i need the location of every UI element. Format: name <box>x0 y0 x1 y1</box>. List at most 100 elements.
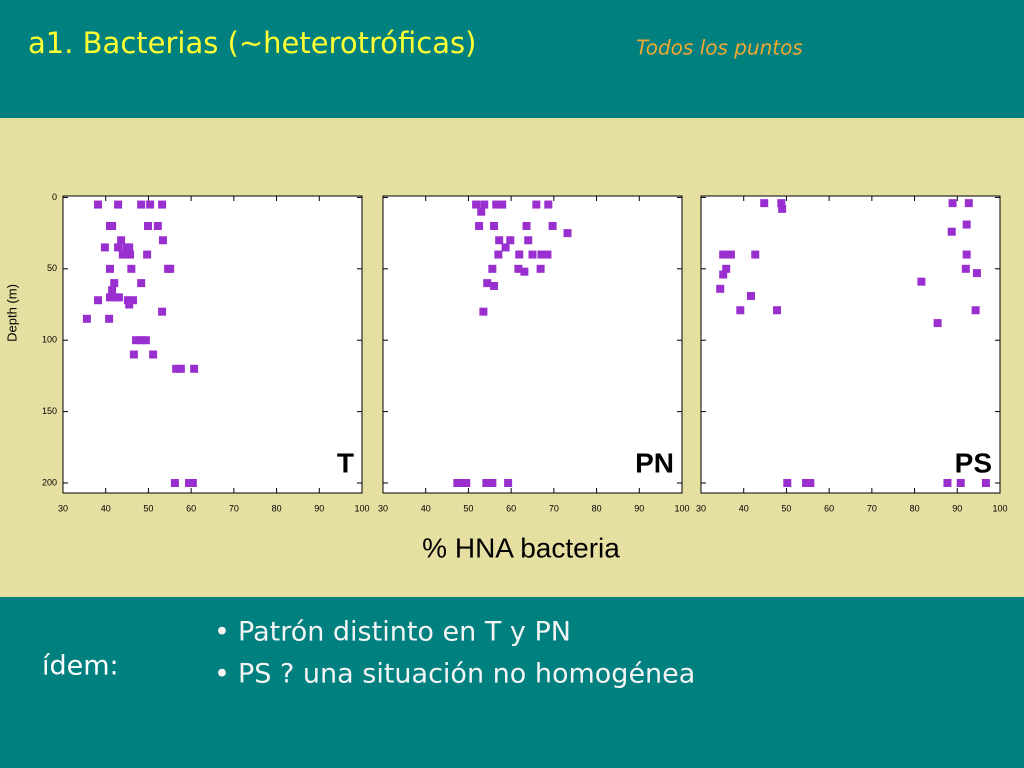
point <box>127 264 136 273</box>
point <box>494 250 503 259</box>
point <box>105 264 114 273</box>
point <box>172 364 181 373</box>
point <box>141 336 150 345</box>
point <box>962 250 971 259</box>
x-tick-label: 80 <box>910 503 920 513</box>
bullet-dot: • <box>214 659 230 690</box>
point <box>190 364 199 373</box>
point <box>475 221 484 230</box>
point <box>125 300 134 309</box>
x-tick-label: 70 <box>867 503 877 513</box>
x-tick-label: 40 <box>421 503 431 513</box>
y-tick-label: 100 <box>42 335 57 345</box>
x-tick-label: 30 <box>696 503 706 513</box>
x-tick-label: 90 <box>634 503 644 513</box>
x-tick-label: 30 <box>378 503 388 513</box>
point <box>726 250 735 259</box>
point <box>528 250 537 259</box>
point <box>802 479 811 488</box>
point <box>948 199 957 208</box>
x-tick-label: 60 <box>824 503 834 513</box>
point <box>716 284 725 293</box>
point <box>515 250 524 259</box>
point <box>495 236 504 245</box>
point <box>123 296 132 305</box>
point <box>129 296 138 305</box>
x-tick-label: 50 <box>143 503 153 513</box>
point <box>153 221 162 230</box>
top-band <box>0 0 1024 118</box>
x-tick-label: 40 <box>739 503 749 513</box>
panel-title: PN <box>635 447 674 478</box>
point <box>543 250 552 259</box>
panel-title: PS <box>955 447 992 478</box>
point <box>114 200 123 209</box>
point <box>490 221 499 230</box>
point <box>117 236 126 245</box>
point <box>143 250 152 259</box>
y-tick-label: 0 <box>52 192 57 202</box>
point <box>806 479 815 488</box>
point <box>105 293 114 302</box>
point <box>736 306 745 315</box>
bullet: Patrón distinto en T y PN <box>238 617 571 648</box>
point <box>778 204 787 213</box>
point <box>94 200 103 209</box>
x-tick-label: 70 <box>549 503 559 513</box>
bottom-band <box>0 597 1024 768</box>
point <box>563 229 572 238</box>
point <box>453 479 462 488</box>
point <box>118 250 127 259</box>
point <box>105 314 114 323</box>
point <box>490 281 499 290</box>
y-tick-label: 200 <box>42 477 57 487</box>
x-tick-label: 40 <box>101 503 111 513</box>
point <box>917 277 926 286</box>
point <box>746 291 755 300</box>
point <box>524 236 533 245</box>
point <box>972 269 981 278</box>
point <box>111 293 120 302</box>
point <box>492 200 501 209</box>
x-tick-label: 50 <box>463 503 473 513</box>
point <box>132 336 141 345</box>
point <box>166 264 175 273</box>
x-tick-label: 90 <box>952 503 962 513</box>
point <box>123 250 132 259</box>
point <box>501 243 510 252</box>
y-tick-label: 50 <box>47 263 57 273</box>
point <box>981 479 990 488</box>
x-tick-label: 70 <box>229 503 239 513</box>
point <box>962 220 971 229</box>
point <box>170 479 179 488</box>
x-tick-label: 60 <box>186 503 196 513</box>
point <box>462 479 471 488</box>
x-tick-label: 80 <box>272 503 282 513</box>
point <box>125 243 134 252</box>
point <box>537 250 546 259</box>
x-tick-label: 100 <box>992 503 1007 513</box>
point <box>137 279 146 288</box>
point <box>188 479 197 488</box>
plot-frame <box>382 195 683 494</box>
x-tick-label: 60 <box>506 503 516 513</box>
point <box>144 221 153 230</box>
point <box>514 264 523 273</box>
footer-label: ídem: <box>42 651 119 682</box>
point <box>137 200 146 209</box>
point <box>158 200 167 209</box>
bullet: PS ? una situación no homogénea <box>238 659 695 690</box>
point <box>482 479 491 488</box>
point <box>472 200 481 209</box>
panel-title: T <box>337 447 354 478</box>
point <box>483 279 492 288</box>
point <box>108 286 117 295</box>
x-tick-label: 90 <box>314 503 324 513</box>
point <box>719 250 728 259</box>
point <box>114 243 123 252</box>
point <box>783 479 792 488</box>
point <box>722 264 731 273</box>
point <box>110 279 119 288</box>
point <box>947 227 956 236</box>
